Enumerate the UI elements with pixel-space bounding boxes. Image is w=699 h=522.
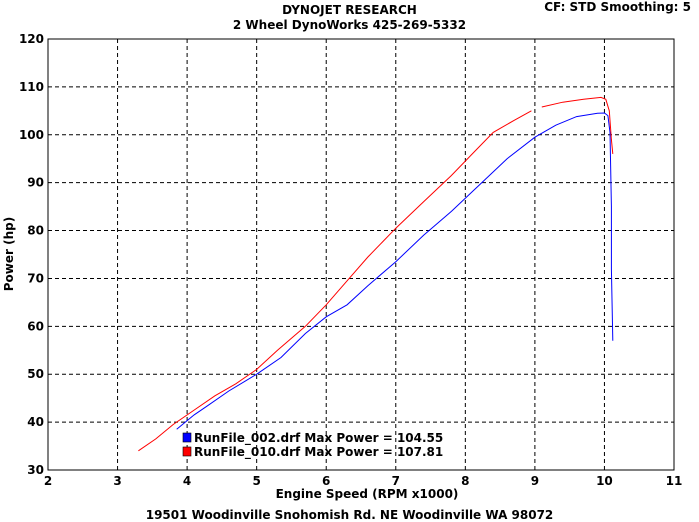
y-tick-label: 70: [27, 271, 44, 285]
y-axis-title: Power (hp): [2, 217, 16, 291]
plot-area: [47, 38, 675, 471]
x-tick-label: 3: [113, 474, 121, 488]
y-tick-label: 90: [27, 176, 44, 190]
x-tick-label: 6: [322, 474, 330, 488]
y-tick-label: 100: [19, 128, 44, 142]
settings-readout: CF: STD Smoothing: 5: [544, 0, 691, 14]
series-line-1: [176, 112, 614, 430]
x-tick-label: 7: [392, 474, 400, 488]
y-tick-label: 120: [19, 32, 44, 46]
x-tick-label: 2: [44, 474, 52, 488]
y-tick-label: 80: [27, 224, 44, 238]
legend-entry: RunFile_002.drf Max Power = 104.55: [194, 431, 443, 446]
series-line-2: [541, 96, 614, 154]
y-tick-label: 50: [27, 367, 44, 381]
x-tick-label: 5: [252, 474, 260, 488]
legend: RunFile_002.drf Max Power = 104.55RunFil…: [182, 431, 443, 460]
x-tick-label: 10: [596, 474, 613, 488]
y-tick-labels: 30 40 50 60 70 80 90 100 110 120: [19, 32, 44, 477]
y-tick-label: 30: [27, 463, 44, 477]
legend-swatch: [182, 432, 192, 443]
y-tick-label: 60: [27, 319, 44, 333]
x-tick-label: 8: [461, 474, 469, 488]
legend-swatch: [182, 446, 192, 457]
y-tick-label: 110: [19, 80, 44, 94]
series-line-2: [138, 110, 532, 452]
series-lines: [138, 96, 614, 452]
x-tick-labels: 2 3 4 5 6 7 8 9 10 11: [44, 474, 683, 488]
grid: [48, 39, 674, 470]
y-tick-label: 40: [27, 415, 44, 429]
x-axis-title: Engine Speed (RPM x1000): [276, 487, 459, 501]
chart-subtitle: 2 Wheel DynoWorks 425-269-5332: [232, 18, 467, 32]
chart-title: DYNOJET RESEARCH: [282, 3, 417, 17]
x-tick-label: 9: [531, 474, 539, 488]
x-tick-label: 11: [666, 474, 683, 488]
legend-entry: RunFile_010.drf Max Power = 107.81: [194, 445, 443, 460]
x-tick-label: 4: [183, 474, 191, 488]
footer-address: 19501 Woodinville Snohomish Rd. NE Woodi…: [145, 508, 554, 522]
